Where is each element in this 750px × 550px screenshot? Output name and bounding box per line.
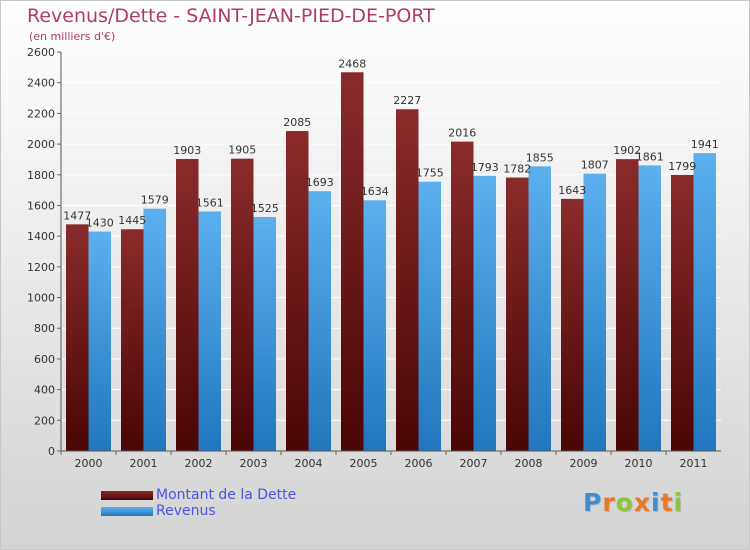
data-label-revenus-2003: 1525 (251, 202, 279, 215)
bar-revenus-2009 (583, 173, 606, 451)
bar-revenus-2011 (693, 153, 716, 451)
logo-letter: o (615, 488, 634, 517)
logo-letter: x (633, 488, 651, 517)
legend-swatch-dette (101, 491, 153, 500)
data-label-revenus-2007: 1793 (471, 161, 499, 174)
y-tick-label: 0 (48, 445, 55, 458)
legend-label-revenus: Revenus (156, 503, 216, 519)
bar-revenus-2002 (198, 211, 221, 451)
chart-subtitle: (en milliers d'€) (29, 30, 116, 43)
bar-dette-2011 (671, 174, 694, 451)
bar-dette-2000 (66, 224, 89, 451)
y-tick-label: 2000 (27, 138, 55, 151)
y-tick-label: 200 (34, 414, 55, 427)
y-tick-label: 2200 (27, 107, 55, 120)
proxiti-logo: Proxiti (583, 488, 683, 517)
bar-revenus-2004 (308, 191, 331, 451)
y-tick-label: 2400 (27, 77, 55, 90)
data-label-dette-2009: 1643 (558, 184, 586, 197)
bar-revenus-2007 (473, 175, 496, 452)
data-label-dette-2005: 2468 (338, 57, 366, 70)
data-label-dette-2006: 2227 (393, 94, 421, 107)
data-label-revenus-2000: 1430 (86, 217, 114, 230)
data-label-dette-2000: 1477 (63, 209, 91, 222)
y-tick-label: 2600 (27, 46, 55, 59)
legend-label-dette: Montant de la Dette (156, 487, 297, 503)
x-tick-label-2006: 2006 (405, 457, 433, 470)
bar-revenus-2001 (143, 208, 166, 451)
bar-dette-2010 (616, 159, 639, 451)
data-label-revenus-2008: 1855 (526, 151, 554, 164)
logo-letter: i (673, 488, 684, 517)
logo-letter: t (660, 488, 674, 517)
data-label-revenus-2011: 1941 (691, 138, 719, 151)
y-tick-label: 400 (34, 384, 55, 397)
x-tick-label-2002: 2002 (185, 457, 213, 470)
bar-dette-2005 (341, 72, 364, 451)
x-tick-label-2004: 2004 (295, 457, 323, 470)
data-label-revenus-2002: 1561 (196, 196, 224, 209)
data-label-dette-2007: 2016 (448, 127, 476, 140)
bar-revenus-2010 (638, 165, 661, 451)
data-label-revenus-2006: 1755 (416, 167, 444, 180)
logo-letter: P (583, 488, 603, 517)
data-label-revenus-2005: 1634 (361, 185, 389, 198)
bar-dette-2008 (506, 177, 529, 451)
bar-dette-2001 (121, 229, 144, 451)
bar-revenus-2008 (528, 166, 551, 451)
data-label-dette-2010: 1902 (613, 144, 641, 157)
x-tick-label-2003: 2003 (240, 457, 268, 470)
x-tick-label-2005: 2005 (350, 457, 378, 470)
axes: 0 200 400 600 800 1000 1200 1400 1600 1800 2000 220… (27, 46, 721, 470)
bar-revenus-2005 (363, 200, 386, 451)
data-label-revenus-2009: 1807 (581, 159, 609, 172)
bar-dette-2004 (286, 131, 309, 451)
y-tick-label: 1800 (27, 169, 55, 182)
x-tick-label-2010: 2010 (625, 457, 653, 470)
x-tick-label-2008: 2008 (515, 457, 543, 470)
data-label-dette-2004: 2085 (283, 116, 311, 129)
x-tick-label-2007: 2007 (460, 457, 488, 470)
legend-swatch-revenus (101, 507, 153, 516)
data-label-revenus-2010: 1861 (636, 150, 664, 163)
chart-title: Revenus/Dette - SAINT-JEAN-PIED-DE-PORT (27, 5, 435, 27)
y-tick-label: 1000 (27, 292, 55, 305)
x-tick-label-2000: 2000 (75, 457, 103, 470)
y-tick-label: 800 (34, 322, 55, 335)
data-label-dette-2001: 1445 (118, 214, 146, 227)
x-tick-label-2001: 2001 (130, 457, 158, 470)
y-tick-label: 1600 (27, 199, 55, 212)
bar-dette-2006 (396, 109, 419, 452)
bar-revenus-2006 (418, 181, 441, 452)
y-tick-label: 600 (34, 353, 55, 366)
y-tick-label: 1200 (27, 261, 55, 274)
data-label-revenus-2001: 1579 (141, 194, 169, 207)
bar-dette-2009 (561, 198, 584, 451)
bar-dette-2007 (451, 141, 474, 452)
bar-revenus-2000 (88, 231, 111, 451)
logo-letter: i (651, 488, 661, 517)
data-labels: 1477 1445 1903 1905 2085 2468 2227 2016 1782 1643… (63, 57, 719, 229)
bar-revenus-2003 (253, 216, 276, 451)
data-label-revenus-2004: 1693 (306, 176, 334, 189)
bar-dette-2002 (176, 158, 199, 451)
y-tick-label: 1400 (27, 230, 55, 243)
grid-lines (61, 51, 721, 452)
x-tick-label-2011: 2011 (680, 457, 708, 470)
logo-letter: r (602, 488, 616, 517)
data-label-dette-2008: 1782 (503, 163, 531, 176)
x-tick-label-2009: 2009 (570, 457, 598, 470)
bars (66, 72, 716, 452)
data-label-dette-2002: 1903 (173, 144, 201, 157)
bar-dette-2003 (231, 158, 254, 451)
data-label-dette-2003: 1905 (228, 144, 256, 157)
data-label-dette-2011: 1799 (668, 160, 696, 173)
